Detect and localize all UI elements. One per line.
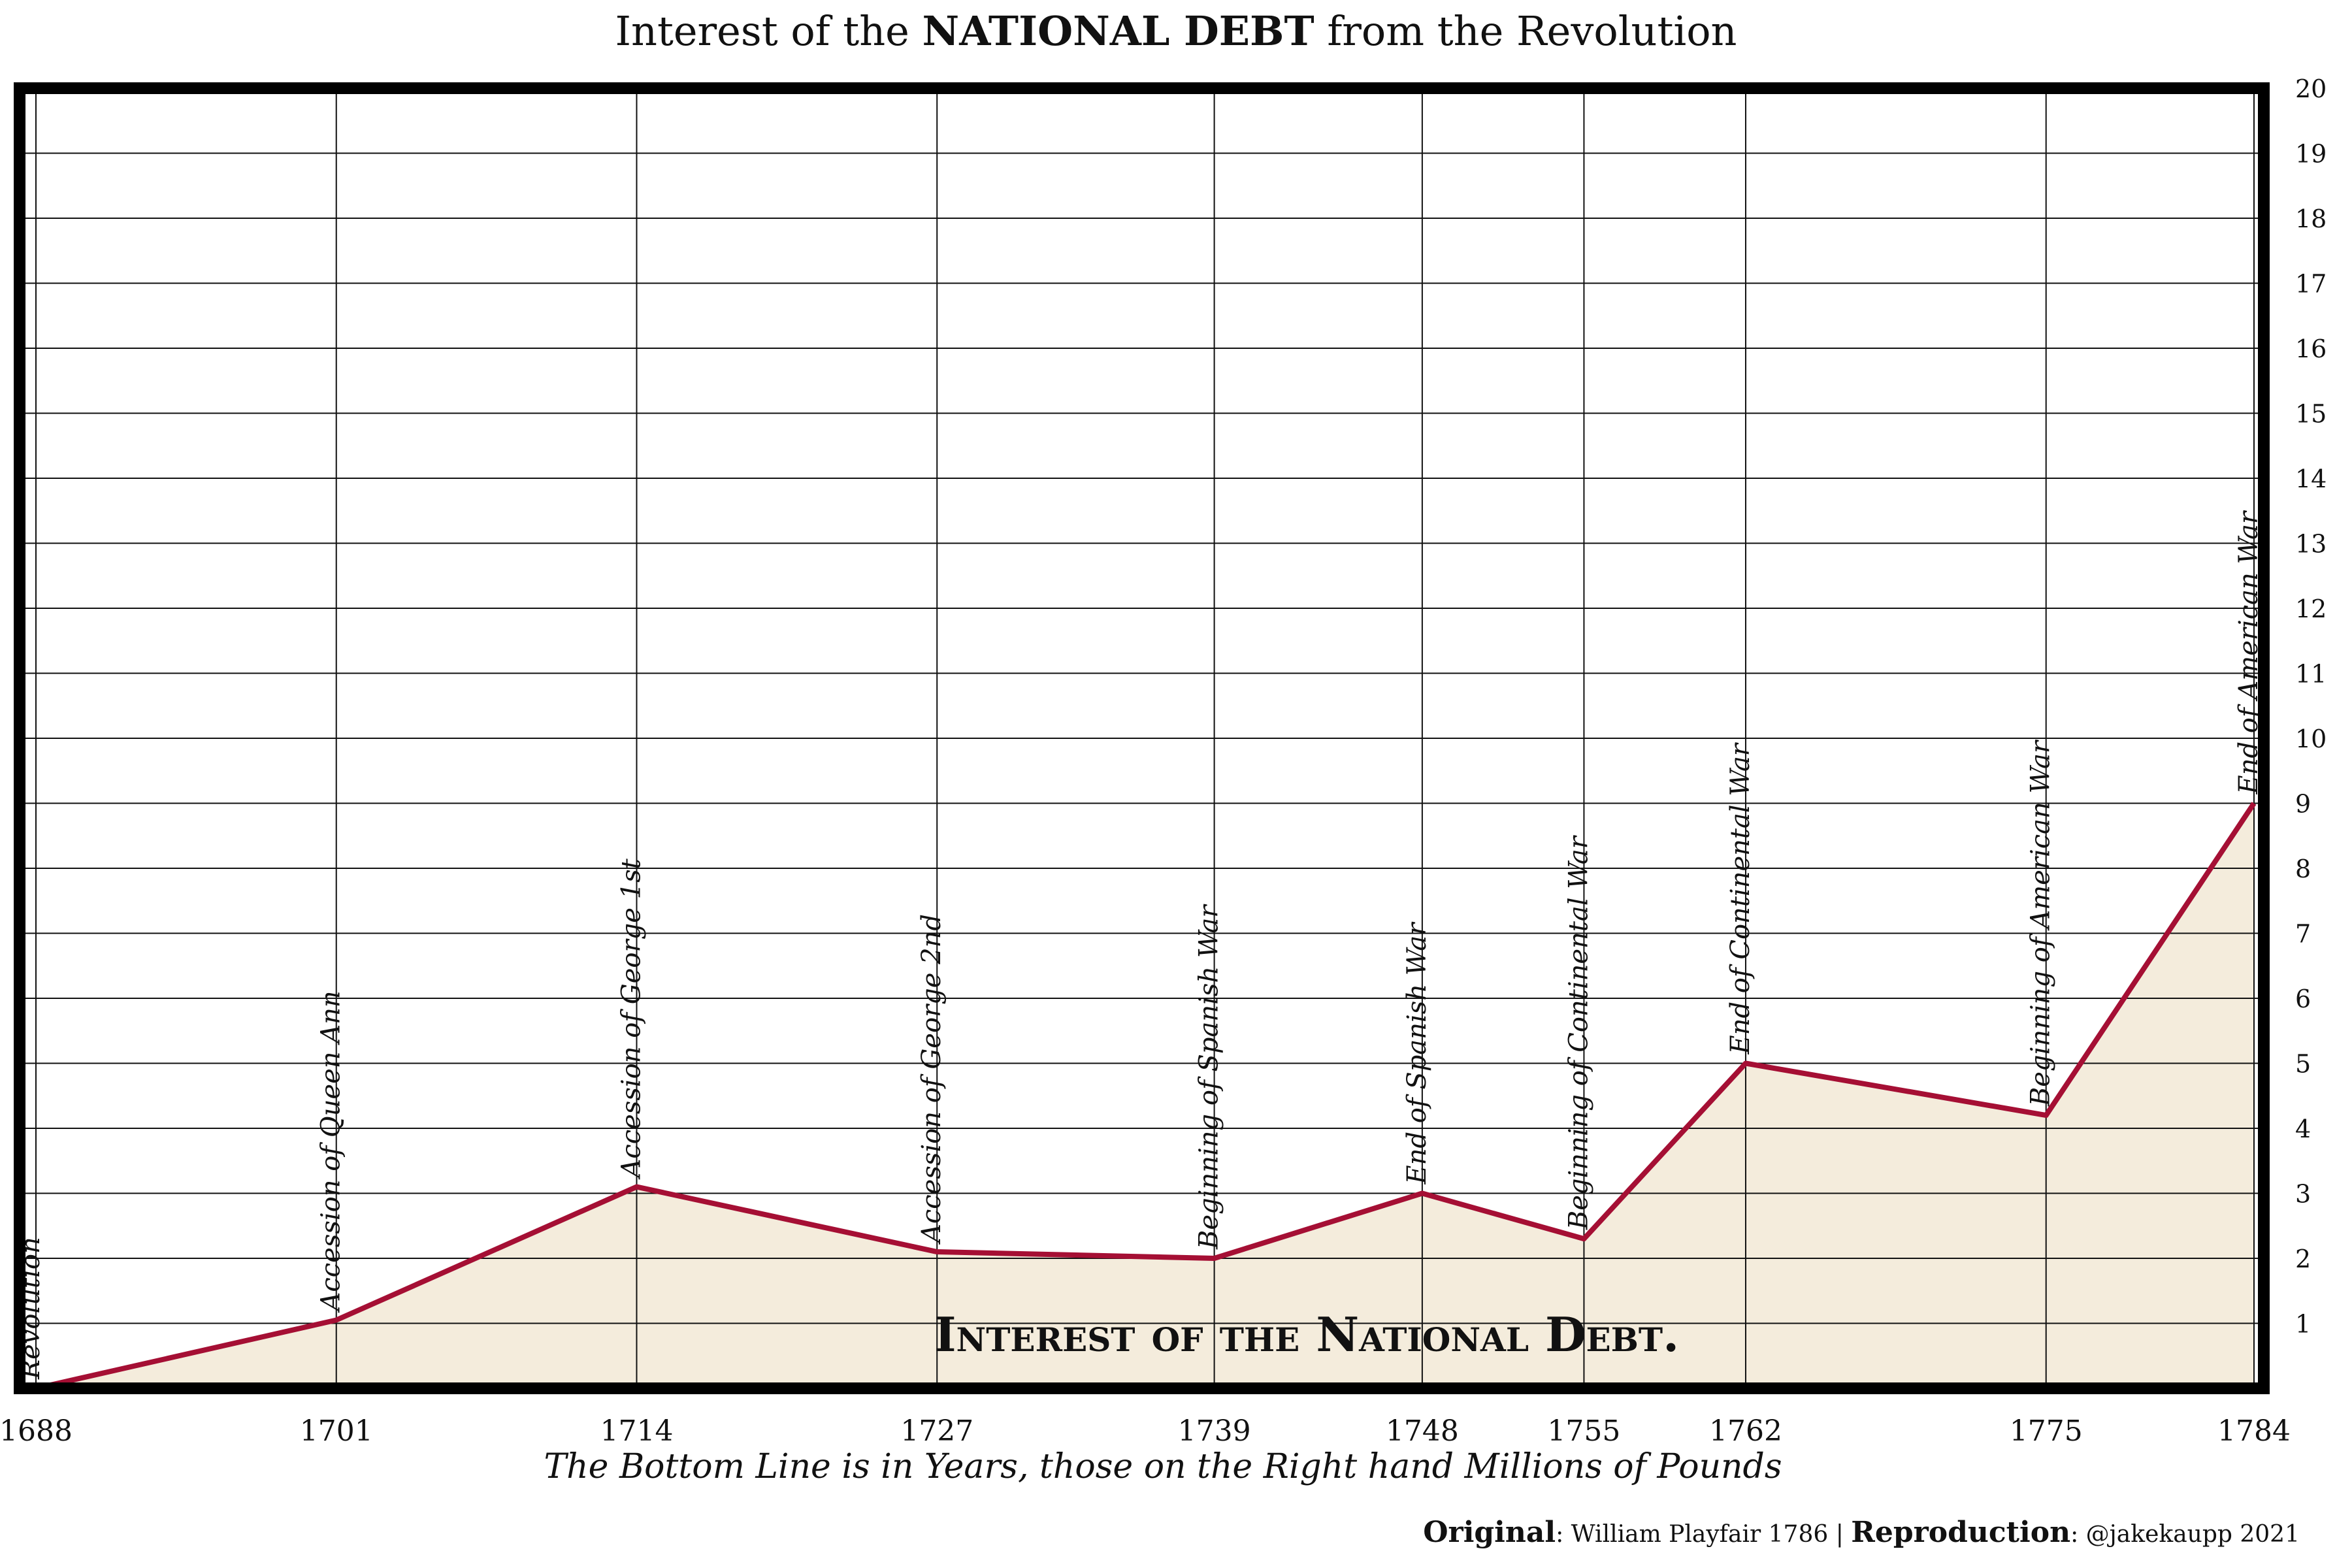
credits-reproduction-text: : @jakekaupp 2021 [2070, 1521, 2300, 1548]
credits-reproduction-label: Reproduction [1851, 1516, 2071, 1549]
title-bold: NATIONAL DEBT [922, 7, 1315, 55]
annotation-label: Accession of George 1st [616, 858, 646, 1180]
annotation-label: Beginning of American War [2026, 739, 2056, 1107]
x-tick-label: 1727 [900, 1414, 973, 1448]
y-tick-label: 15 [2295, 400, 2327, 429]
y-tick-label: 7 [2295, 920, 2311, 949]
y-tick-label: 11 [2295, 660, 2327, 689]
title-prefix: Interest of the [615, 7, 923, 55]
x-tick-label: 1714 [600, 1414, 673, 1448]
credits: Original: William Playfair 1786 | Reprod… [1423, 1516, 2300, 1549]
y-tick-label: 6 [2295, 985, 2311, 1013]
y-tick-label: 1 [2295, 1310, 2311, 1339]
chart-frame [14, 82, 2270, 1394]
annotation-label: End of Continental War [1725, 742, 1756, 1054]
y-tick-label: 16 [2295, 335, 2327, 363]
y-tick-label: 3 [2295, 1180, 2311, 1209]
credits-original-label: Original [1423, 1516, 1556, 1549]
y-tick-label: 5 [2295, 1050, 2311, 1079]
x-tick-label: 1739 [1178, 1414, 1251, 1448]
y-tick-label: 19 [2295, 140, 2327, 169]
x-tick-label: 1748 [1386, 1414, 1459, 1448]
y-tick-label: 4 [2295, 1115, 2311, 1143]
y-tick-label: 14 [2295, 465, 2327, 493]
series-line [35, 802, 2257, 1391]
area-fill [36, 803, 2254, 1388]
y-tick-label: 12 [2295, 595, 2327, 623]
x-tick-label: 1784 [2217, 1414, 2291, 1448]
x-tick-label: 1701 [300, 1414, 373, 1448]
annotation-label: Accession of Queen Ann [316, 990, 346, 1313]
x-tick-label: 1755 [1547, 1414, 1620, 1448]
credits-original-text: : William Playfair 1786 | [1556, 1521, 1852, 1548]
y-tick-label: 8 [2295, 855, 2311, 883]
y-tick-label: 10 [2295, 725, 2327, 753]
title-suffix: from the Revolution [1314, 7, 1737, 55]
annotation-label: Accession of George 2nd [917, 914, 947, 1245]
y-tick-label: 2 [2295, 1245, 2311, 1273]
x-tick-label: 1762 [1709, 1414, 1782, 1448]
inner-chart-label: Interest of the National Debt. [934, 1307, 1679, 1362]
y-tick-label: 13 [2295, 530, 2327, 559]
annotation-label: End of Spanish War [1402, 921, 1432, 1185]
x-tick-label: 1775 [2010, 1414, 2083, 1448]
y-tick-label: 20 [2295, 74, 2327, 103]
chart-title: Interest of the NATIONAL DEBT from the R… [0, 0, 2352, 63]
annotation-label: Beginning of Continental War [1563, 834, 1593, 1230]
y-tick-label: 18 [2295, 204, 2327, 233]
y-tick-label: 17 [2295, 270, 2327, 299]
x-axis-caption: The Bottom Line is in Years, those on th… [544, 1447, 1782, 1486]
x-tick-label: 1688 [0, 1414, 73, 1448]
annotation-label: Beginning of Spanish War [1194, 904, 1224, 1250]
y-tick-label: 9 [2295, 790, 2311, 819]
